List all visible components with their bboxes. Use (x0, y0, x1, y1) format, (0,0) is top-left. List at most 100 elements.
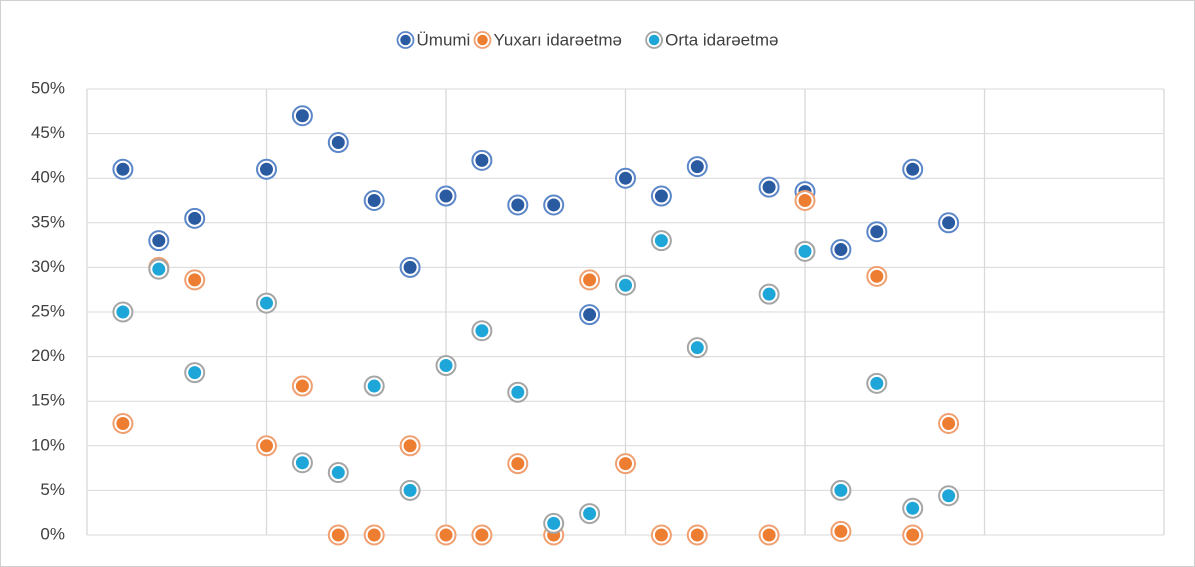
marker (688, 339, 706, 357)
marker-ring (435, 524, 457, 546)
y-tick-label: 20% (31, 346, 65, 365)
marker (904, 499, 922, 517)
marker-ring (471, 149, 493, 171)
marker (868, 374, 886, 392)
marker-ring (184, 207, 206, 229)
marker (617, 276, 634, 294)
legend-marker (647, 33, 661, 47)
marker-ring (902, 497, 924, 519)
marker-ring (363, 190, 385, 211)
marker (186, 271, 204, 289)
marker-ring (543, 512, 565, 534)
y-tick-label: 25% (31, 301, 65, 320)
marker-ring (399, 256, 421, 278)
marker (760, 526, 778, 544)
marker (329, 134, 347, 152)
y-tick-label: 10% (31, 435, 65, 454)
marker (940, 415, 958, 432)
marker-ring (938, 485, 960, 507)
marker (796, 192, 814, 209)
marker-ring (148, 258, 170, 280)
marker-ring (938, 413, 960, 434)
marker-ring (758, 524, 780, 546)
marker-ring (291, 105, 313, 127)
marker (832, 522, 850, 540)
marker-ring (686, 524, 708, 546)
marker-ring (650, 185, 672, 207)
marker (186, 209, 204, 227)
y-tick-label: 40% (31, 168, 65, 187)
legend-label: Yuxarı idarəetmə (494, 30, 623, 49)
marker (760, 178, 778, 196)
marker-ring (256, 435, 277, 457)
y-tick-label: 0% (40, 524, 65, 543)
marker-ring (112, 158, 134, 180)
marker (258, 437, 275, 455)
marker-ring (327, 462, 349, 484)
marker-ring (650, 524, 672, 546)
marker-ring (615, 274, 636, 296)
marker (329, 464, 347, 482)
marker (114, 303, 132, 321)
marker-ring (902, 158, 924, 180)
marker (617, 169, 634, 187)
legend-marker-ring (473, 31, 492, 49)
marker (581, 306, 599, 324)
marker (509, 383, 527, 401)
marker (293, 377, 311, 395)
marker (509, 196, 527, 214)
legend-label: Orta idarəetmə (665, 30, 778, 49)
marker (832, 241, 850, 259)
marker (329, 526, 347, 544)
marker-ring (938, 212, 960, 234)
marker-ring (256, 292, 277, 314)
marker-ring (291, 452, 313, 474)
marker-ring (615, 167, 636, 189)
marker (401, 258, 419, 276)
marker (473, 322, 491, 340)
marker-ring (830, 239, 852, 261)
marker-ring (866, 265, 888, 287)
legend-marker-ring (396, 31, 415, 49)
marker (365, 377, 383, 395)
marker-ring (507, 453, 529, 475)
marker-ring (471, 524, 493, 546)
marker (437, 526, 455, 544)
marker (473, 526, 491, 544)
marker (365, 192, 383, 209)
marker-ring (507, 194, 529, 216)
marker-ring (758, 283, 780, 305)
marker (652, 187, 670, 205)
marker-ring (256, 158, 277, 180)
marker-ring (830, 479, 852, 501)
marker (940, 214, 958, 232)
marker-ring (615, 453, 636, 475)
marker (114, 160, 132, 178)
marker-ring (579, 503, 601, 525)
y-tick-label: 5% (40, 480, 65, 499)
marker-ring (686, 156, 708, 178)
marker-ring (902, 524, 924, 546)
marker (688, 158, 706, 176)
marker-ring (291, 375, 313, 397)
marker-ring (363, 524, 385, 546)
marker-ring (794, 240, 816, 262)
marker (258, 160, 275, 178)
marker-ring (579, 304, 601, 326)
marker (509, 455, 527, 473)
marker (796, 242, 814, 260)
marker-ring (112, 301, 134, 323)
marker-ring (866, 221, 888, 243)
marker (437, 187, 455, 205)
marker (904, 526, 922, 544)
marker (150, 260, 168, 278)
marker (652, 232, 670, 250)
y-tick-label: 15% (31, 391, 65, 410)
marker-ring (327, 132, 349, 154)
marker-ring (758, 176, 780, 198)
marker (760, 285, 778, 303)
y-tick-label: 45% (31, 123, 65, 142)
marker (617, 455, 634, 473)
y-tick-label: 50% (31, 78, 65, 97)
marker-ring (794, 190, 816, 211)
